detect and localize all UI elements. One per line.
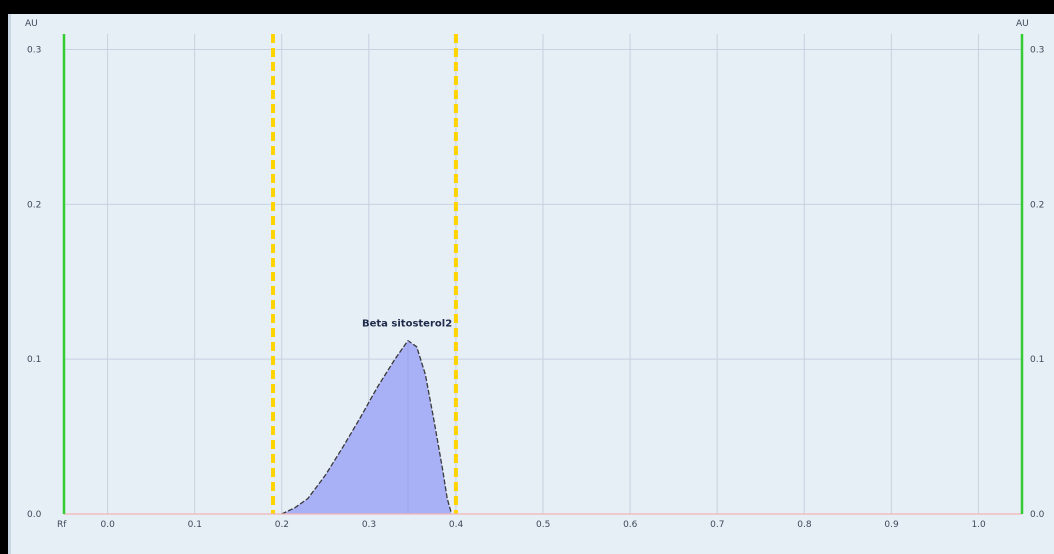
y-tick-label-right-0: 0.0 xyxy=(1030,510,1045,520)
y-tick-label-left-2: 0.2 xyxy=(27,200,41,210)
y-tick-label-right-2: 0.2 xyxy=(1030,200,1044,210)
y-tick-label-left-3: 0.3 xyxy=(27,45,41,55)
x-tick-label-1: 0.1 xyxy=(188,520,202,530)
chart-svg: 0.0 0.0 0.1 0.1 0.2 0.2 0.3 0.3 0.0 0.1 0.2 0.3 0.4 0… xyxy=(25,19,1045,530)
label-layer: 0.0 0.0 0.1 0.1 0.2 0.2 0.3 0.3 0.0 0.1 0.2 0.3 0.4 0… xyxy=(25,19,1045,530)
x-tick-label-2: 0.2 xyxy=(275,520,289,530)
series-layer xyxy=(281,339,453,515)
x-tick-label-6: 0.6 xyxy=(623,520,638,530)
x-tick-label-8: 0.8 xyxy=(797,520,812,530)
x-tick-label-7: 0.7 xyxy=(710,520,724,530)
x-tick-label-3: 0.3 xyxy=(362,520,376,530)
y-tick-label-right-1: 0.1 xyxy=(1030,355,1044,365)
y-axis-unit-left: AU xyxy=(25,19,38,29)
y-tick-label-right-3: 0.3 xyxy=(1030,45,1044,55)
x-axis-label: Rf xyxy=(57,520,67,530)
peak-area-fill xyxy=(281,340,452,514)
bounds-layer xyxy=(271,34,458,514)
x-tick-label-9: 0.9 xyxy=(884,520,899,530)
y-tick-label-left-1: 0.1 xyxy=(27,355,41,365)
x-tick-label-10: 1.0 xyxy=(971,520,986,530)
peak-label: Beta sitosterol2 xyxy=(362,319,452,330)
x-tick-label-0: 0.0 xyxy=(101,520,116,530)
grid-layer xyxy=(64,34,1022,514)
x-tick-label-5: 0.5 xyxy=(536,520,550,530)
axis-layer xyxy=(62,34,1024,515)
chart-frame: 0.0 0.0 0.1 0.1 0.2 0.2 0.3 0.3 0.0 0.1 0.2 0.3 0.4 0… xyxy=(8,14,1054,554)
y-tick-label-left-0: 0.0 xyxy=(27,510,42,520)
peak-outline xyxy=(281,339,453,515)
x-tick-label-4: 0.4 xyxy=(449,520,464,530)
y-axis-unit-right: AU xyxy=(1016,19,1029,29)
